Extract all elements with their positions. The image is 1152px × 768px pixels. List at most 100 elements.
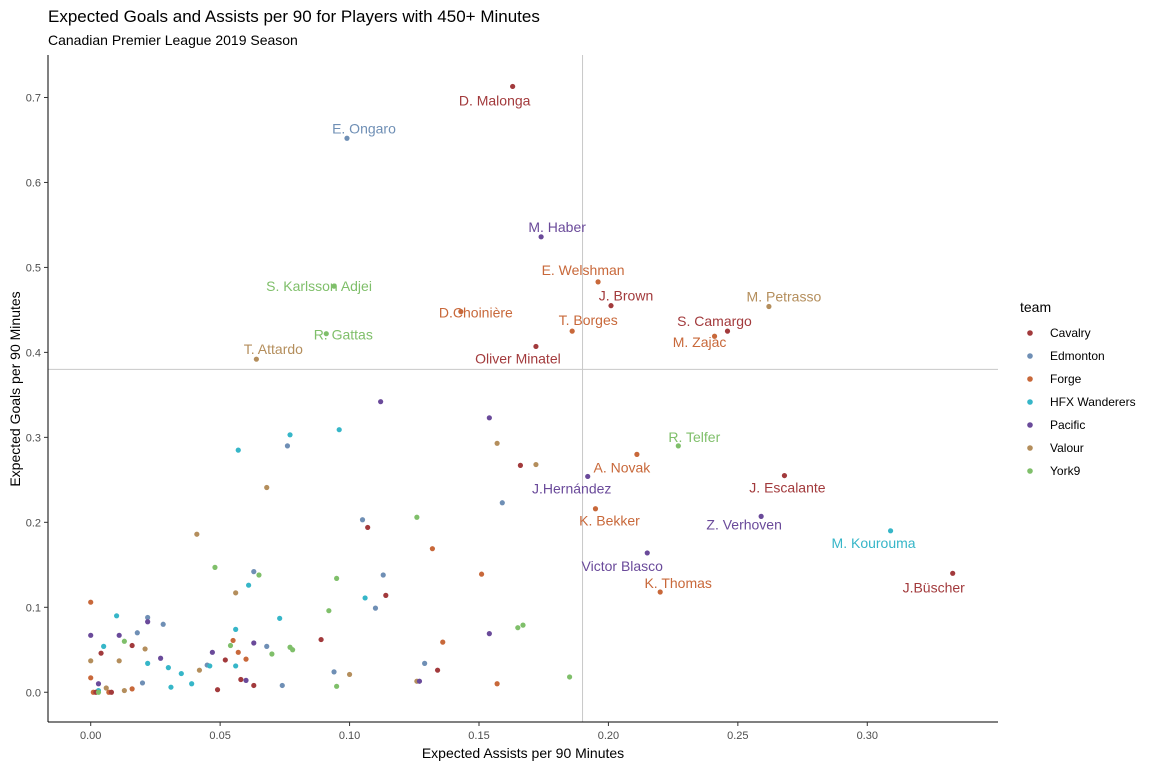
- data-point: [486, 415, 492, 421]
- x-tick-label: 0.00: [80, 730, 101, 742]
- data-point: [416, 678, 423, 684]
- data-point: [440, 639, 446, 645]
- data-point: [318, 636, 324, 643]
- data-point: [256, 572, 262, 578]
- point-label: E. Ongaro: [332, 120, 396, 136]
- data-point: [145, 614, 151, 621]
- data-point: [129, 686, 135, 692]
- chart-title: Expected Goals and Assists per 90 for Pl…: [48, 7, 540, 26]
- data-point: [88, 658, 94, 664]
- legend-swatch: [1027, 353, 1033, 359]
- data-point: [196, 667, 203, 673]
- y-tick-label: 0.6: [26, 177, 41, 189]
- data-point: [251, 640, 257, 646]
- data-point: [214, 687, 221, 693]
- labeled-data-point: [608, 303, 614, 309]
- x-tick-label: 0.20: [598, 730, 619, 742]
- labeled-data-point: [766, 303, 772, 310]
- labeled-data-point: [533, 343, 539, 350]
- data-point: [212, 564, 218, 570]
- data-points: [88, 83, 956, 695]
- data-point: [290, 647, 296, 653]
- data-point: [88, 632, 94, 638]
- y-axis-label: Expected Goals per 90 Minutes: [7, 291, 23, 486]
- labeled-data-point: [458, 309, 464, 315]
- y-tick-label: 0.1: [26, 602, 41, 614]
- data-point: [264, 484, 270, 491]
- point-label: M. Zajac: [673, 334, 727, 350]
- legend-swatch: [1027, 468, 1033, 474]
- point-label: Victor Blasco: [582, 558, 664, 574]
- x-axis-label: Expected Assists per 90 Minutes: [422, 745, 624, 761]
- data-point: [287, 432, 293, 438]
- y-tick-label: 0.0: [26, 687, 41, 699]
- point-label: R. Telfer: [668, 429, 720, 445]
- y-tick-label: 0.2: [26, 517, 41, 529]
- data-point: [95, 689, 102, 695]
- data-point: [230, 637, 236, 644]
- point-label: S. Camargo: [677, 313, 752, 329]
- labeled-data-point: [781, 472, 788, 479]
- data-point: [359, 517, 366, 523]
- data-point: [235, 447, 241, 453]
- point-label: M. Petrasso: [747, 289, 822, 305]
- labeled-data-point: [569, 328, 575, 334]
- labeled-data-point: [675, 443, 681, 449]
- y-axis-ticks: 0.0 0.1 0.2 0.3 0.4 0.5 0.6 0.7: [26, 92, 48, 699]
- data-point: [383, 592, 389, 598]
- point-label: R. Gattas: [314, 327, 373, 343]
- data-point: [98, 650, 104, 656]
- data-point: [160, 621, 166, 627]
- labeled-data-point: [538, 234, 544, 240]
- data-point: [194, 531, 200, 537]
- data-point: [277, 615, 283, 621]
- data-point: [372, 605, 379, 611]
- x-tick-label: 0.05: [209, 730, 230, 742]
- legend-swatch: [1027, 445, 1033, 451]
- y-tick-label: 0.4: [26, 347, 41, 359]
- labeled-data-point: [724, 328, 731, 334]
- data-point: [88, 675, 94, 681]
- x-tick-label: 0.15: [468, 730, 489, 742]
- point-label: K. Bekker: [579, 513, 640, 529]
- data-point: [515, 625, 521, 631]
- data-point: [499, 500, 505, 506]
- data-point: [233, 590, 239, 596]
- labeled-data-point: [595, 279, 601, 285]
- data-point: [139, 680, 146, 686]
- point-label: A. Novak: [593, 459, 651, 475]
- data-point: [134, 630, 140, 636]
- legend-swatch: [1027, 330, 1033, 336]
- data-point: [362, 595, 368, 601]
- data-point: [422, 660, 428, 666]
- data-point: [346, 671, 353, 678]
- data-point: [227, 642, 234, 649]
- labeled-data-point: [634, 451, 640, 457]
- data-point: [116, 658, 122, 664]
- chart-subtitle: Canadian Premier League 2019 Season: [48, 32, 298, 48]
- data-point: [113, 613, 120, 619]
- y-tick-label: 0.3: [26, 432, 41, 444]
- point-label: J. Escalante: [749, 480, 825, 496]
- data-point: [129, 642, 135, 649]
- legend-title: team: [1020, 299, 1051, 315]
- legend-items: Cavalry Edmonton Forge HFX Wanderers Pacific…: [1027, 326, 1136, 478]
- data-point: [168, 684, 174, 690]
- data-point: [121, 687, 127, 694]
- data-point: [207, 663, 213, 669]
- legend-swatch: [1027, 422, 1033, 428]
- legend-entry-label: Valour: [1050, 441, 1084, 455]
- data-point: [145, 619, 151, 625]
- labeled-data-point: [657, 589, 663, 595]
- data-point: [121, 638, 127, 644]
- point-label: J.Büscher: [903, 579, 966, 595]
- point-label: J.Hernández: [532, 480, 611, 496]
- labeled-data-point: [592, 506, 599, 512]
- axes: [47, 55, 998, 723]
- data-point: [233, 626, 239, 632]
- data-point: [334, 683, 340, 689]
- data-point: [235, 649, 241, 655]
- point-labels: D. Malonga E. Ongaro M. Haber E. Welshman S.…: [244, 92, 965, 595]
- data-point: [145, 660, 151, 666]
